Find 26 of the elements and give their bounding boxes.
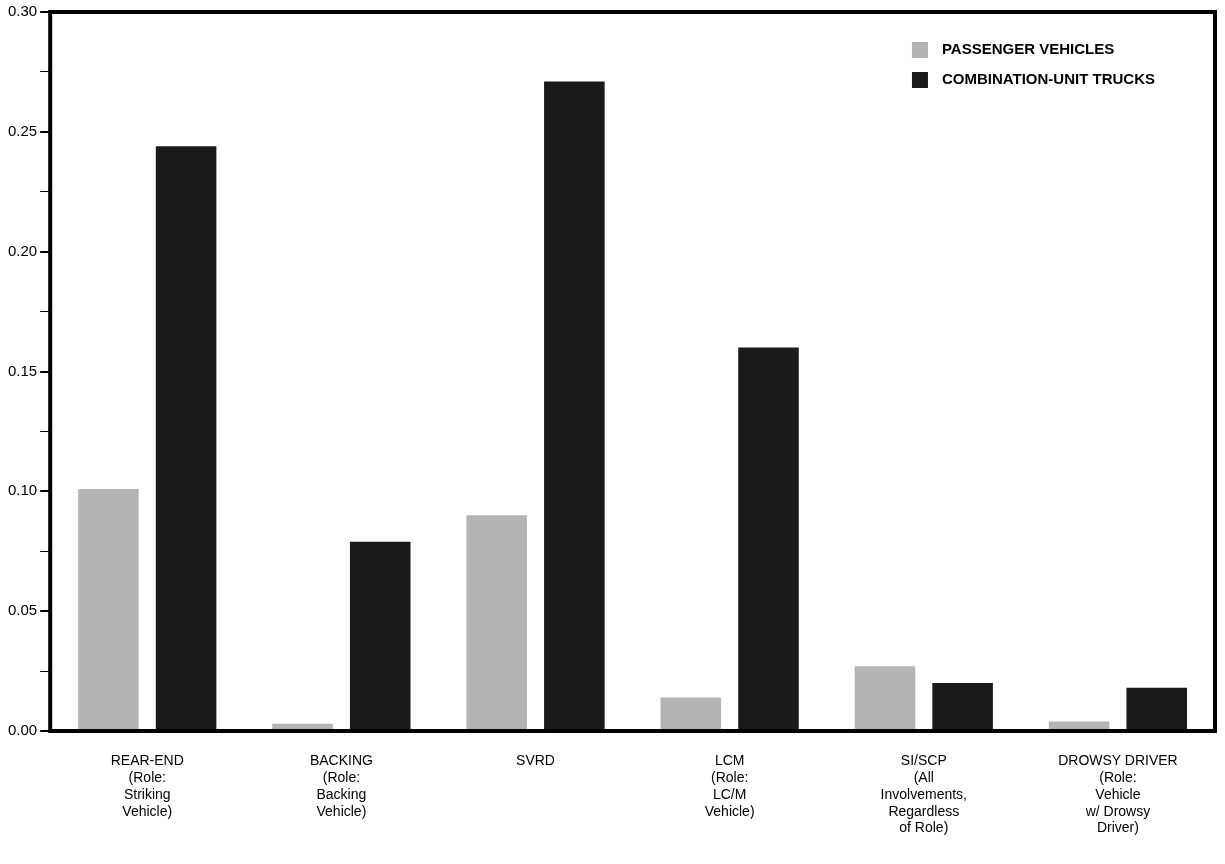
bar <box>78 488 139 730</box>
bar <box>544 81 605 730</box>
bar <box>660 697 722 730</box>
legend-label: COMBINATION-UNIT TRUCKS <box>941 70 1156 88</box>
x-tick-label: BACKING (Role: Backing Vehicle) <box>309 752 373 819</box>
x-tick-label: DROWSY DRIVER (Role: Vehicle w/ Drowsy Driver) <box>1058 752 1178 836</box>
y-tick-label: 0.05 <box>7 601 38 619</box>
x-tick-label: SVRD <box>516 752 555 769</box>
y-tick-label: 0.00 <box>7 721 38 739</box>
bar <box>854 666 916 730</box>
legend-label: PASSENGER VEHICLES <box>941 40 1115 58</box>
x-tick-label: LCM (Role: LC/M Vehicle) <box>704 752 755 819</box>
bar <box>155 146 217 730</box>
y-tick-label: 0.30 <box>7 2 38 20</box>
x-tick-label: SI/SCP (All Involvements, Regardless of Role) <box>880 752 967 836</box>
bar <box>738 347 799 730</box>
bar <box>1048 721 1110 730</box>
bar <box>466 515 527 730</box>
y-tick-label: 0.10 <box>7 481 38 499</box>
bar <box>932 683 993 730</box>
y-tick-label: 0.15 <box>7 361 38 379</box>
x-tick-label: REAR-END (Role: Striking Vehicle) <box>110 752 184 819</box>
bar <box>1126 687 1188 730</box>
y-tick-label: 0.20 <box>7 241 38 259</box>
y-tick-label: 0.25 <box>7 121 38 139</box>
bar <box>349 541 411 730</box>
